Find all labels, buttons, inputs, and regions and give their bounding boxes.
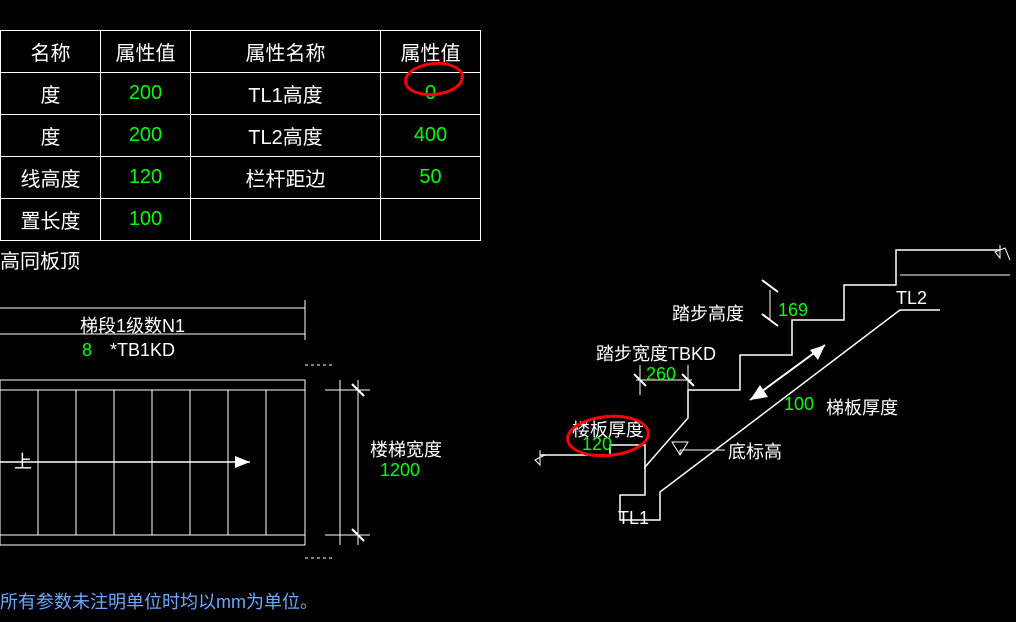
footer-note: 所有参数未注明单位时均以mm为单位。	[0, 588, 318, 614]
right-section-drawing	[535, 245, 1010, 520]
table-row: 度 200 TL2高度 400	[1, 115, 481, 157]
table-row: 度 200 TL1高度 0	[1, 73, 481, 115]
plan-width-label: 楼梯宽度	[370, 436, 442, 462]
cell-v1: 120	[101, 157, 191, 199]
cell-p2: 栏杆距边	[191, 157, 381, 199]
step-width-label: 踏步宽度TBKD	[596, 340, 716, 366]
header-val2: 属性值	[381, 31, 481, 73]
header-name1: 名称	[1, 31, 101, 73]
cell-v2	[381, 199, 481, 241]
cell-v1: 100	[101, 199, 191, 241]
cell-p1: 线高度	[1, 157, 101, 199]
plan-section-label: 梯段1级数N1	[80, 312, 185, 338]
plan-tb-label: *TB1KD	[110, 340, 175, 361]
left-plan-drawing	[0, 300, 370, 558]
cell-p2: TL2高度	[191, 115, 381, 157]
table-header-row: 名称 属性值 属性名称 属性值	[1, 31, 481, 73]
step-height-label: 踏步高度	[672, 300, 744, 326]
cell-p1: 置长度	[1, 199, 101, 241]
note-plate-top: 高同板顶	[0, 245, 80, 274]
slab-thickness-value: 120	[582, 434, 612, 455]
tl1-label: TL1	[618, 508, 649, 529]
cell-p2: TL1高度	[191, 73, 381, 115]
step-height-value: 169	[778, 300, 808, 321]
property-table: 名称 属性值 属性名称 属性值 度 200 TL1高度 0 度 200 TL2高…	[0, 30, 481, 241]
bottom-elev-label: 底标高	[728, 438, 782, 464]
plan-count: 8	[82, 340, 92, 361]
cell-v1: 200	[101, 73, 191, 115]
tread-thickness-label: 梯板厚度	[826, 394, 898, 420]
cell-p1: 度	[1, 115, 101, 157]
cell-v1: 200	[101, 115, 191, 157]
cell-p1: 度	[1, 73, 101, 115]
cell-v2: 400	[381, 115, 481, 157]
step-width-value: 260	[646, 364, 676, 385]
tread-thickness-value: 100	[784, 394, 814, 415]
plan-width-value: 1200	[380, 460, 420, 481]
cell-v2: 50	[381, 157, 481, 199]
header-val1: 属性值	[101, 31, 191, 73]
plan-up-label: 上	[14, 448, 32, 474]
header-name2: 属性名称	[191, 31, 381, 73]
cell-p2	[191, 199, 381, 241]
tl2-label: TL2	[896, 288, 927, 309]
cell-v2: 0	[381, 73, 481, 115]
table-row: 线高度 120 栏杆距边 50	[1, 157, 481, 199]
table-row: 置长度 100	[1, 199, 481, 241]
